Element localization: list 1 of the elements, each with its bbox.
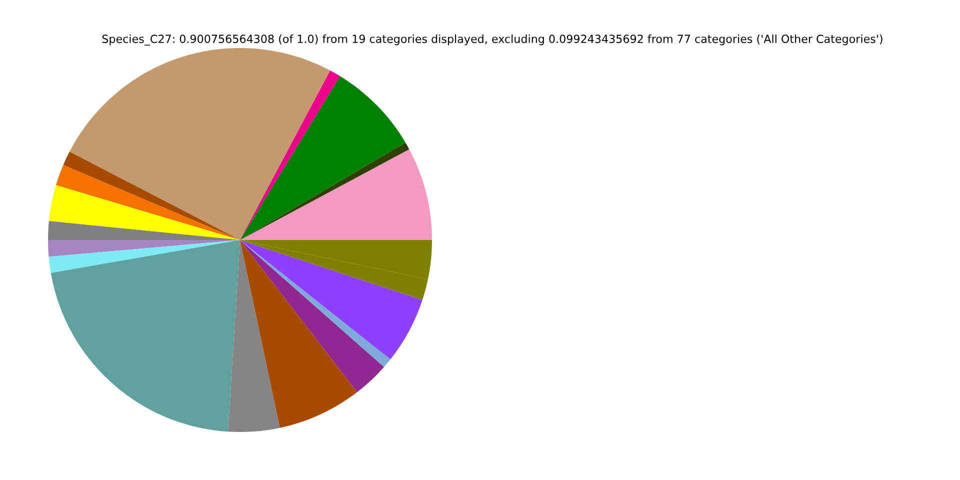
text: Species_C27: 0.900756564308 (of 1.0) from 19 categories displayed, excluding 0.099243435692 from 77 categories ('All Other Categories'): [102, 34, 882, 46]
